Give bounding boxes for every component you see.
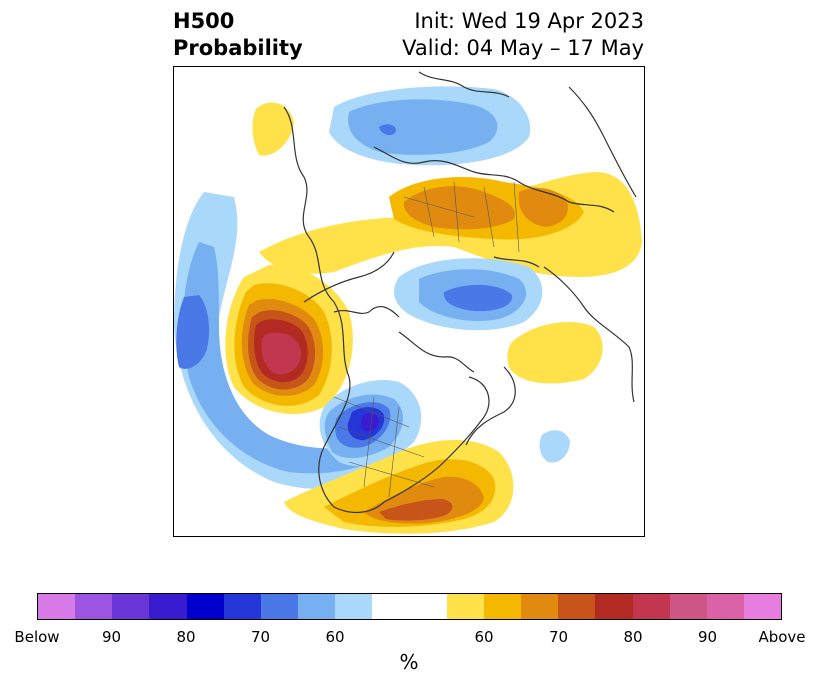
colorbar-segment bbox=[521, 594, 559, 619]
coastlines bbox=[283, 71, 637, 514]
colorbar-tick-label: 90 bbox=[101, 628, 122, 646]
europe-high-75 bbox=[403, 186, 515, 230]
colorbar-segment bbox=[260, 594, 299, 619]
colorbar-unit-label: % bbox=[399, 650, 419, 674]
map-canvas bbox=[174, 71, 642, 534]
colorbar-segment bbox=[38, 594, 76, 619]
colorbar-tick-label: 60 bbox=[325, 628, 345, 646]
colorbar-segment bbox=[186, 594, 224, 619]
colorbar-tick-label: 80 bbox=[176, 628, 196, 646]
colorbar-segment bbox=[223, 594, 261, 619]
eus-high-80 bbox=[379, 499, 453, 521]
title-field: Probability bbox=[173, 36, 303, 60]
borders bbox=[333, 181, 520, 498]
colorbar-segment bbox=[743, 594, 782, 619]
valid-range: Valid: 04 May – 17 May bbox=[402, 36, 644, 60]
colorbar-segment bbox=[335, 594, 373, 619]
pacific-low-80 bbox=[176, 295, 210, 369]
colorbar-tick-label: 80 bbox=[623, 628, 643, 646]
colorbar-segment bbox=[149, 594, 187, 619]
colorbar-segment bbox=[298, 594, 336, 619]
colorbar bbox=[37, 593, 782, 620]
colorbar-segment bbox=[483, 594, 522, 619]
arctic-atlantic-high bbox=[507, 322, 603, 384]
na-low-90 bbox=[361, 413, 379, 432]
title-left: H500 Probability bbox=[173, 8, 303, 62]
init-date: Init: Wed 19 Apr 2023 bbox=[414, 9, 644, 33]
colorbar-segment bbox=[558, 594, 596, 619]
alaska-high-90 bbox=[261, 332, 302, 375]
asia-high-75 bbox=[518, 187, 568, 227]
colorbar-segment bbox=[706, 594, 744, 619]
colorbar-tick-label: 70 bbox=[250, 628, 271, 646]
colorbar-segment bbox=[669, 594, 707, 619]
colorbar-segment bbox=[112, 594, 150, 619]
greenland-low-80 bbox=[379, 124, 396, 136]
colorbar-tick-label: Below bbox=[14, 628, 60, 646]
colorbar-tick-label: Above bbox=[758, 628, 806, 646]
colorbar-segment bbox=[409, 594, 447, 619]
barents-low-80 bbox=[443, 284, 513, 312]
atlantic-low-small bbox=[539, 430, 570, 463]
colorbar-tick-label: 60 bbox=[474, 628, 494, 646]
colorbar-segment bbox=[372, 594, 410, 619]
atlantic-high-north bbox=[252, 102, 294, 156]
title-variable: H500 bbox=[173, 9, 235, 33]
colorbar-tick-label: 90 bbox=[697, 628, 718, 646]
probability-map bbox=[173, 66, 645, 537]
colorbar-segment bbox=[75, 594, 113, 619]
colorbar-segment bbox=[595, 594, 633, 619]
title-right: Init: Wed 19 Apr 2023 Valid: 04 May – 17… bbox=[402, 8, 644, 62]
colorbar-segment bbox=[446, 594, 484, 619]
greenland-low-70 bbox=[348, 99, 498, 155]
colorbar-tick-label: 70 bbox=[548, 628, 569, 646]
pacific-low-70 bbox=[183, 242, 389, 474]
colorbar-segment bbox=[632, 594, 670, 619]
